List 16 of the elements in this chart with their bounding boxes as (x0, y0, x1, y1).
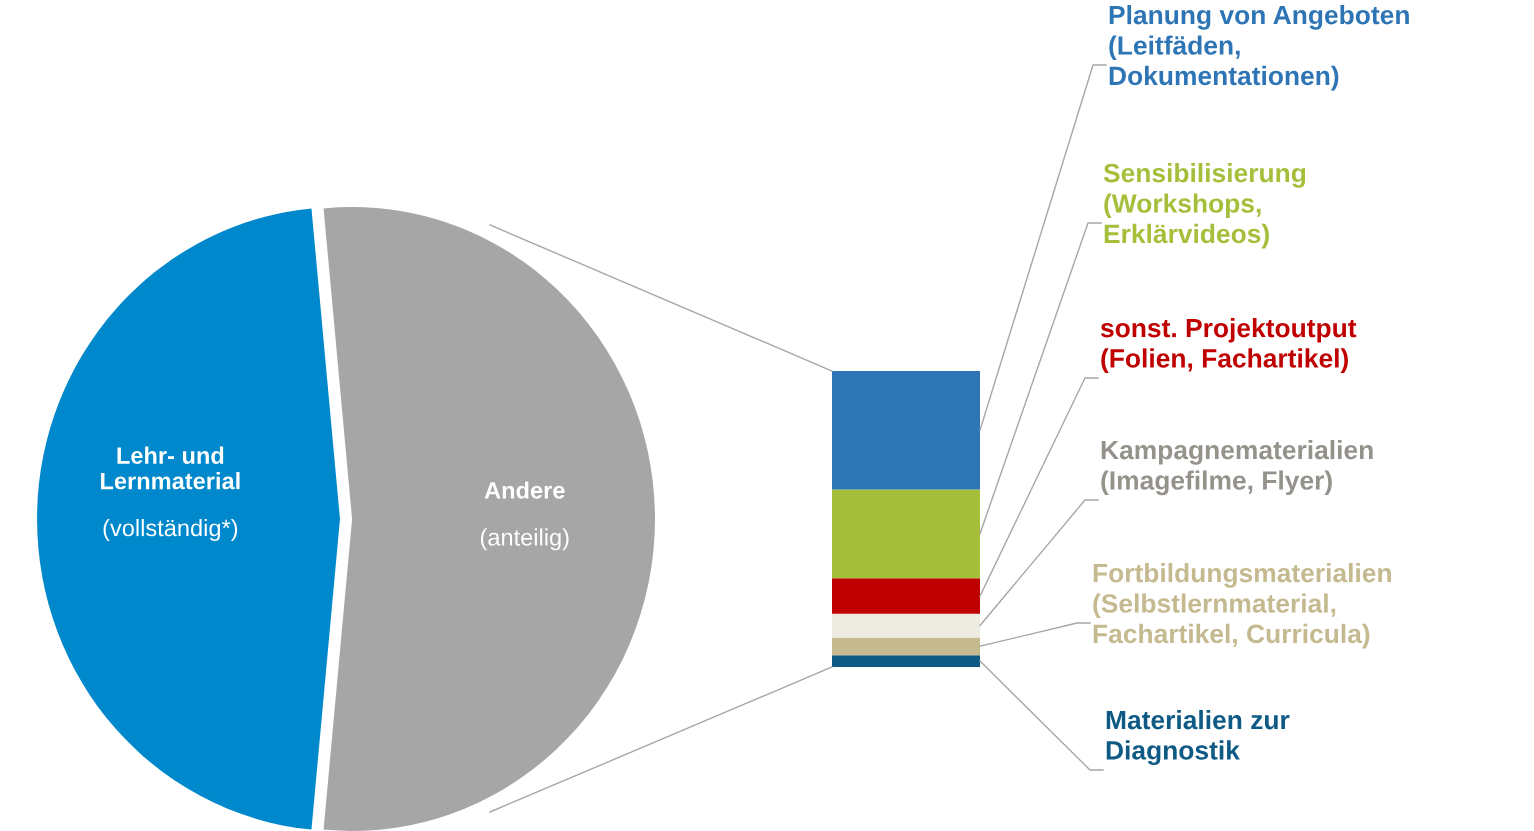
text: sonst. Projektoutput (Folien, Fachartikel) (1100, 318, 1357, 373)
slice-label: Lehr- und Lernmaterial (101, 446, 240, 490)
bar (832, 655, 980, 667)
text: Fortbildungsmaterialien (Selbstlernmaterial, Fachartikel, Curricula) (1093, 563, 1391, 649)
text: (vollständig*) (103, 519, 238, 542)
bar (832, 489, 980, 579)
slice-label: Andere (484, 481, 565, 499)
bar (832, 613, 980, 638)
text: Sensibilisierung (Workshops, Erklärvideos) (1103, 163, 1306, 249)
bar (832, 637, 980, 656)
text: (anteilig) (480, 528, 569, 551)
text: Kampagnematerialien (Imagefilme, Flyer) (1101, 440, 1373, 496)
text: Planung von Angeboten (Leitfäden, Dokumentationen) (1109, 5, 1409, 91)
bar (832, 371, 980, 490)
bar (832, 578, 980, 614)
text: Materialien zur Diagnostik (1106, 710, 1290, 766)
